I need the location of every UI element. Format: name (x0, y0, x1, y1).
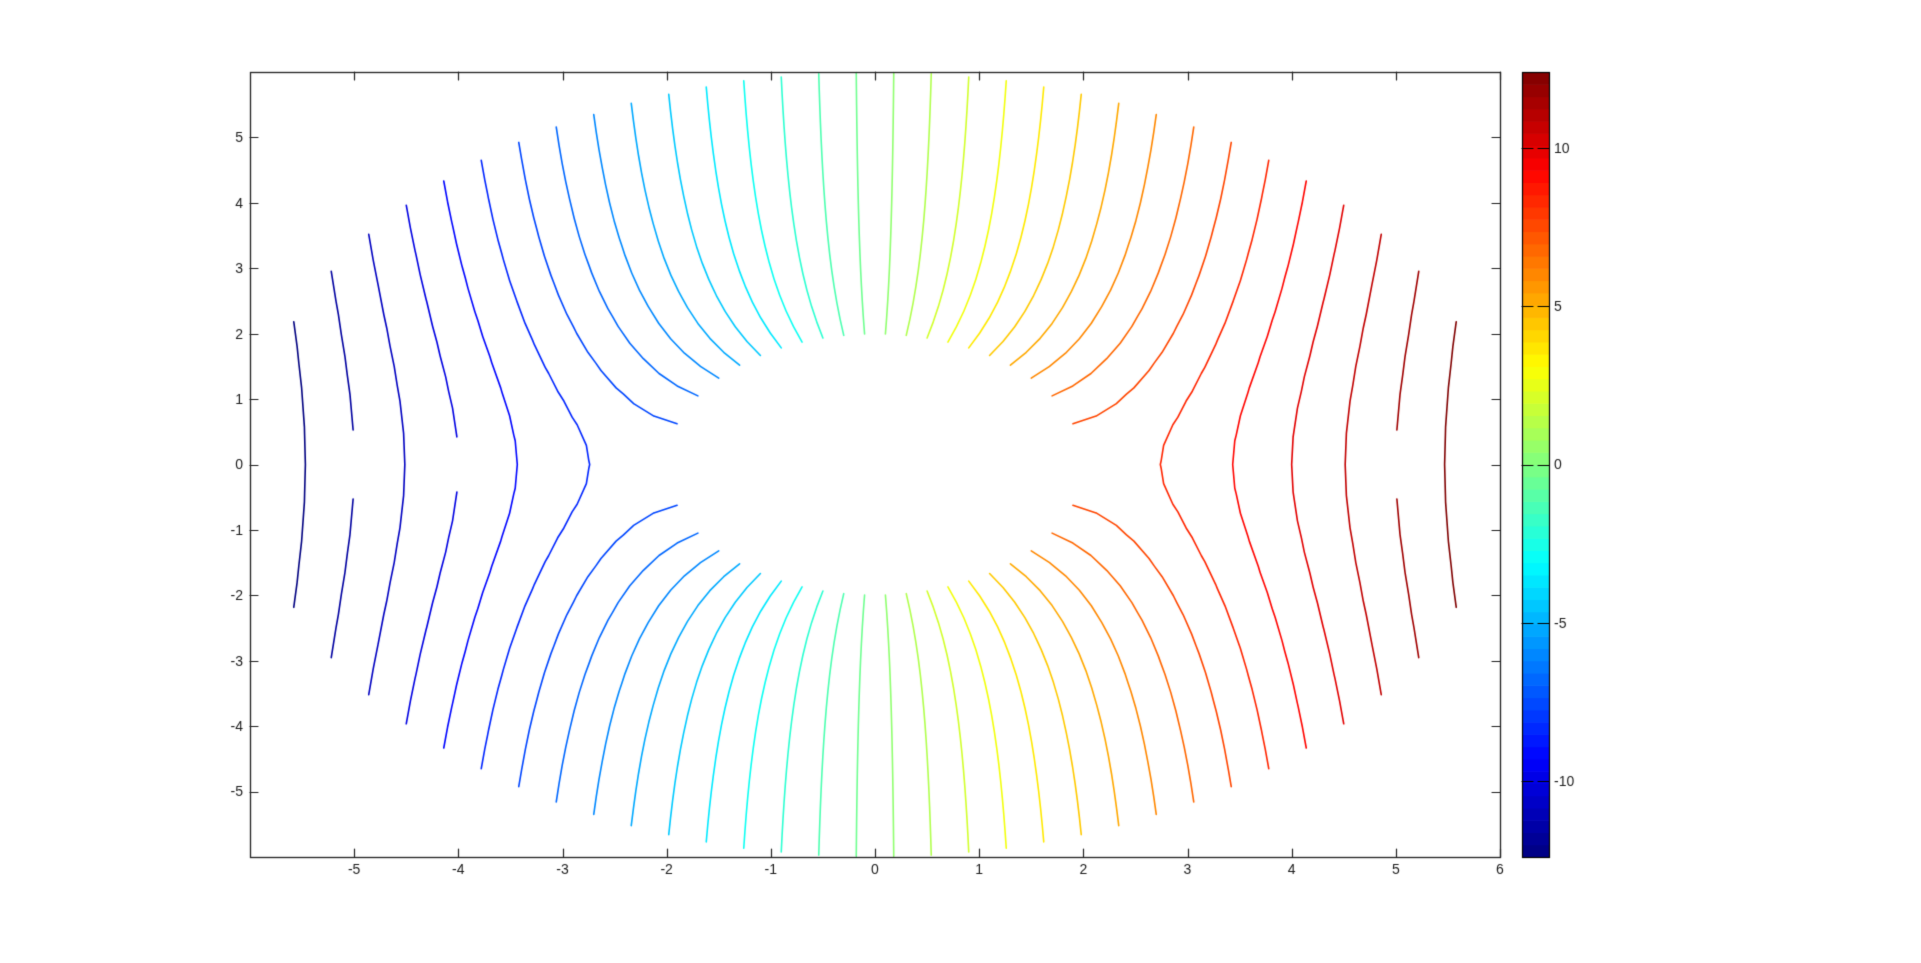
matlab-figure-window (0, 0, 1921, 963)
contour-plot-canvas (0, 0, 1921, 963)
